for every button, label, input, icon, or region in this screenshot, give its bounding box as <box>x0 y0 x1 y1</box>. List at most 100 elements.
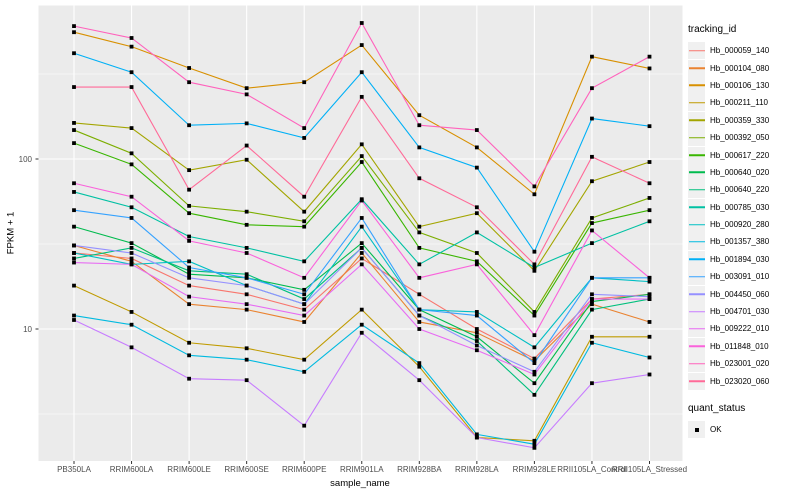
legend-item-label: Hb_001894_030 <box>710 254 770 264</box>
data-point <box>302 219 307 224</box>
legend-line-swatch <box>688 102 705 104</box>
x-tick-label: RRIM928BA <box>397 465 442 474</box>
data-point <box>129 44 134 49</box>
data-point <box>302 313 307 318</box>
data-point <box>187 234 191 239</box>
legend-key-swatch <box>688 198 705 216</box>
data-point <box>532 438 537 443</box>
legend-line-swatch <box>688 258 705 261</box>
data-point <box>359 224 364 229</box>
data-point <box>359 262 364 267</box>
data-point <box>590 334 594 339</box>
data-point <box>129 205 134 210</box>
x-tick-label: RRIM928LE <box>512 465 557 474</box>
data-point <box>647 372 652 377</box>
legend-item: Hb_000104_080 <box>688 59 800 77</box>
data-point <box>532 192 537 197</box>
data-point <box>244 157 249 162</box>
data-point <box>187 259 191 264</box>
data-point <box>302 302 307 307</box>
data-point <box>532 268 537 273</box>
data-point <box>474 313 479 318</box>
data-point <box>129 345 134 350</box>
data-point <box>244 86 249 91</box>
legend-item: Hb_023001_020 <box>688 355 800 373</box>
legend-item: Hb_000106_130 <box>688 76 800 94</box>
data-point <box>129 322 134 327</box>
legend-item: Hb_000211_110 <box>688 94 800 112</box>
data-point <box>590 216 594 220</box>
legend-item: Hb_023020_060 <box>688 372 800 390</box>
legend-line-swatch <box>688 241 705 243</box>
data-point <box>129 151 134 156</box>
data-point <box>647 275 652 280</box>
data-point <box>72 190 76 194</box>
legend-line-swatch <box>688 84 705 87</box>
data-point <box>244 209 249 214</box>
legend-quant-items: OK <box>688 421 800 438</box>
data-point <box>417 320 422 324</box>
legend-item: Hb_000392_050 <box>688 129 800 147</box>
data-point <box>359 43 364 47</box>
data-point <box>532 372 537 377</box>
data-point <box>647 181 652 186</box>
legend-item-label: Hb_000211_110 <box>710 98 768 108</box>
legend-item: Hb_003091_010 <box>688 268 800 286</box>
legend-item-label: Hb_000617_220 <box>710 150 770 160</box>
data-point <box>417 292 422 297</box>
legend-item: Hb_000059_140 <box>688 42 800 60</box>
data-point <box>302 287 307 292</box>
data-point <box>474 432 479 437</box>
y-axis-title: FPKM + 1 <box>5 211 17 255</box>
legend-key-quant <box>688 421 705 438</box>
legend-line-swatch <box>688 276 705 278</box>
data-point <box>244 121 249 126</box>
legend-item: Hb_001894_030 <box>688 250 800 268</box>
data-point <box>187 294 191 299</box>
data-point <box>590 54 594 59</box>
data-point <box>187 275 191 280</box>
data-point <box>474 262 479 267</box>
data-point <box>72 251 76 255</box>
legend-line-swatch <box>688 154 705 156</box>
data-point <box>72 30 76 35</box>
legend-item-label: Hb_011848_010 <box>710 341 769 351</box>
data-point <box>532 445 537 450</box>
data-point <box>72 24 76 29</box>
data-point <box>359 251 364 255</box>
data-point <box>302 307 307 312</box>
legend-quant-label: OK <box>710 425 722 434</box>
data-point <box>187 211 191 216</box>
data-point <box>417 113 422 118</box>
data-point <box>474 310 479 314</box>
data-point <box>187 353 191 358</box>
data-point <box>129 70 134 75</box>
data-point <box>187 340 191 345</box>
legend-key-swatch <box>688 303 705 321</box>
data-point <box>474 435 479 440</box>
legend-item-label: Hb_000104_080 <box>710 63 770 73</box>
data-point <box>302 357 307 362</box>
data-point <box>532 361 537 366</box>
data-point <box>244 272 249 277</box>
legend-item-label: Hb_000392_050 <box>710 133 770 143</box>
data-point <box>474 339 479 343</box>
data-point <box>129 162 134 167</box>
data-point <box>244 275 249 280</box>
data-point <box>474 330 479 335</box>
data-point <box>302 320 307 324</box>
data-point <box>647 294 652 299</box>
legend-key-swatch <box>688 76 705 94</box>
legend-item-label: Hb_000785_030 <box>710 202 770 212</box>
data-point <box>72 51 76 56</box>
x-axis-title: sample_name <box>330 478 390 489</box>
data-point <box>532 369 537 374</box>
x-tick-label: RRIM600LE <box>167 465 211 474</box>
data-point <box>647 54 652 59</box>
data-point <box>302 80 307 85</box>
data-point <box>302 224 307 229</box>
legend-item-label: Hb_023020_060 <box>710 376 770 386</box>
data-point <box>129 251 134 255</box>
legend-title-tracking-id: tracking_id <box>688 24 737 35</box>
legend-key-swatch <box>688 129 705 147</box>
